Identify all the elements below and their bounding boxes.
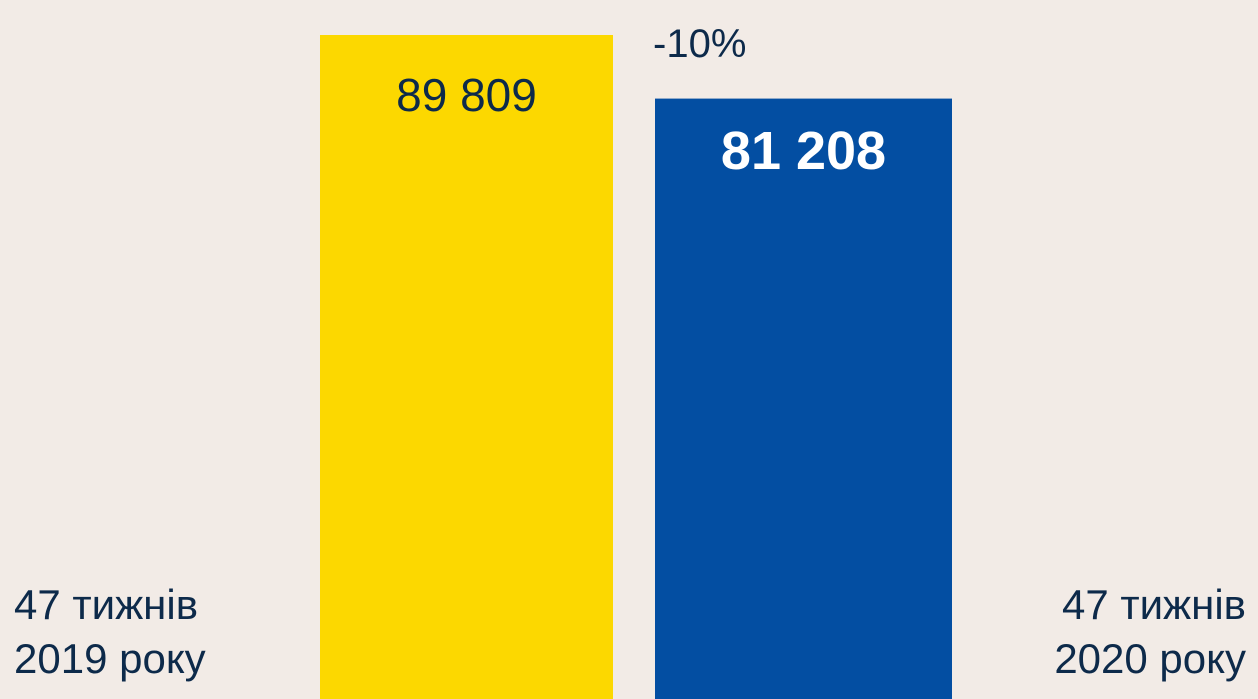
annotation: -10% — [653, 22, 746, 66]
value-label: 81 208 — [721, 121, 886, 181]
category-label: 47 тижнів 2019 року — [14, 581, 206, 682]
bar — [320, 35, 613, 699]
bar — [655, 98, 952, 699]
category-label: 47 тижнів 2020 року — [1054, 581, 1246, 682]
value-label: 89 809 — [396, 69, 537, 121]
